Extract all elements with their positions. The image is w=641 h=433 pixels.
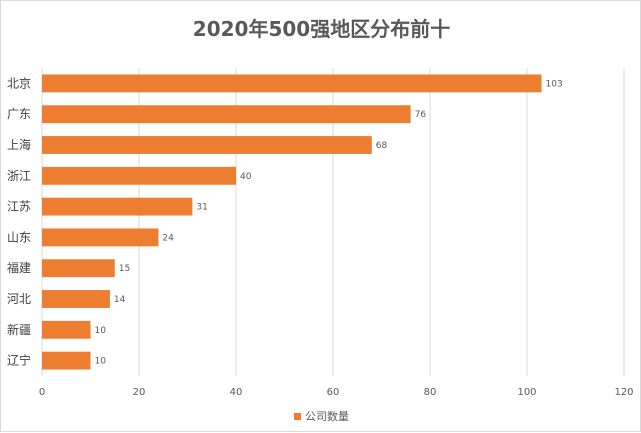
bar-5 [42, 228, 159, 247]
legend-label: 公司数量 [305, 410, 349, 423]
category-label: 辽宁 [7, 353, 31, 368]
category-label: 北京 [7, 76, 31, 90]
x-tick-label: 40 [230, 387, 243, 398]
bar-2 [42, 136, 372, 154]
data-label: 40 [240, 172, 252, 182]
data-label: 103 [546, 79, 563, 89]
data-label: 31 [196, 203, 207, 213]
chart-title: 2020年500强地区分布前十 [192, 17, 451, 41]
labels: 0 20 40 60 80 100 120 北京 103 广东 76 上海 68 浙江 40 江苏 31 山东 24… [7, 76, 634, 398]
bar-7 [42, 290, 110, 308]
data-label: 76 [415, 110, 427, 120]
bars [42, 74, 542, 370]
bar-3 [42, 166, 236, 185]
category-label: 河北 [7, 292, 31, 306]
x-tick-label: 80 [424, 387, 437, 398]
x-tick-label: 100 [517, 387, 536, 398]
bar-8 [42, 320, 91, 339]
data-label: 14 [114, 295, 126, 305]
bar-1 [42, 105, 411, 124]
category-label: 福建 [7, 260, 31, 275]
data-label: 24 [162, 233, 174, 243]
x-tick-label: 120 [614, 387, 633, 398]
bar-6 [42, 259, 115, 278]
category-label: 上海 [7, 137, 31, 152]
x-tick-label: 0 [39, 387, 45, 398]
bar-4 [42, 197, 193, 216]
category-label: 山东 [7, 230, 31, 244]
category-label: 广东 [7, 107, 31, 121]
bar-9 [42, 351, 91, 370]
x-tick-label: 20 [133, 387, 146, 398]
category-label: 江苏 [7, 200, 31, 214]
legend: 公司数量 [1, 408, 641, 424]
bar-0 [42, 74, 542, 93]
category-label: 新疆 [7, 322, 31, 337]
data-label: 10 [95, 357, 107, 367]
legend-swatch [294, 413, 301, 420]
data-label: 10 [95, 326, 107, 336]
data-label: 68 [376, 141, 388, 151]
data-label: 15 [119, 264, 130, 274]
category-label: 浙江 [7, 169, 31, 183]
x-tick-label: 60 [327, 387, 340, 398]
